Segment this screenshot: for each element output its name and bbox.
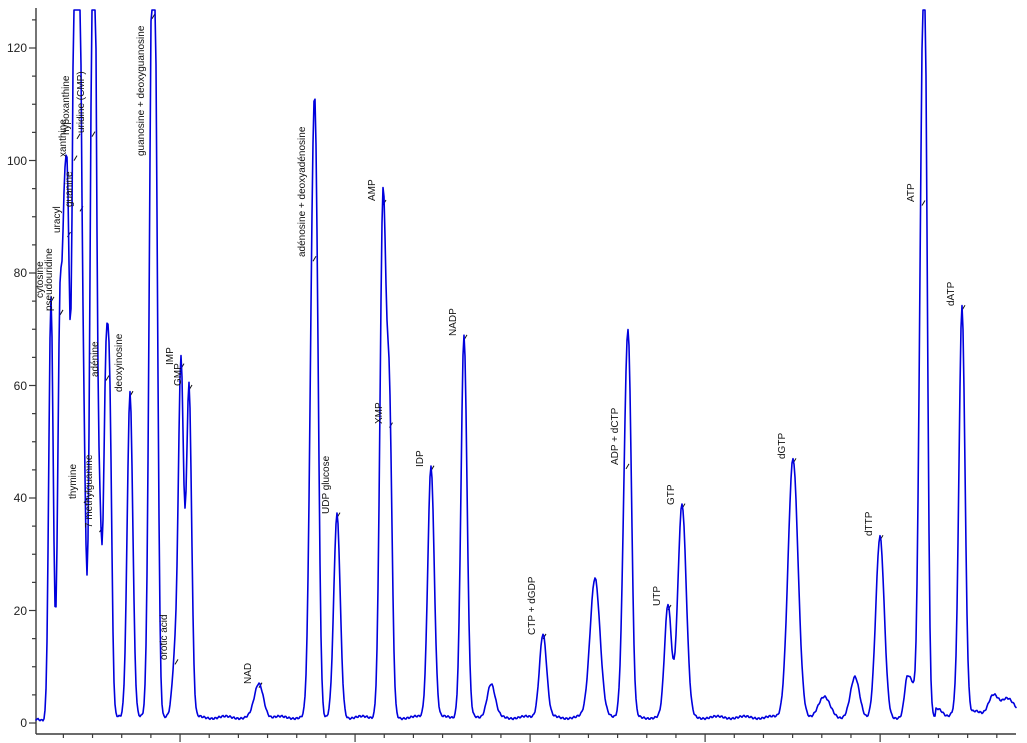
peak-leader-tick [105,375,110,381]
peak-leader-tick [921,200,926,206]
axes [29,8,1016,742]
peak-leader-tick [312,255,317,262]
peak-leader-ticks [50,13,966,688]
trace-path [35,9,1017,722]
peak-leader-tick [174,659,179,665]
peak-leader-tick [59,309,64,316]
peak-leader-tick [76,133,81,140]
peak-leader-tick [73,155,78,161]
peak-leader-tick [91,131,96,137]
peak-leader-tick [625,463,630,470]
